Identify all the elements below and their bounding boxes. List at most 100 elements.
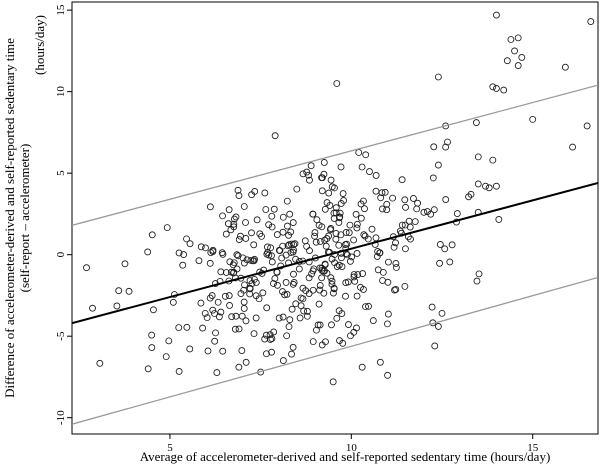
- x-axis: 5 10 15: [167, 434, 539, 454]
- data-point: [267, 252, 275, 260]
- data-point: [199, 324, 207, 332]
- data-point: [507, 36, 515, 43]
- data-point: [299, 170, 307, 178]
- data-point: [350, 236, 358, 244]
- data-point: [169, 298, 177, 306]
- data-point: [340, 197, 348, 204]
- y-tick-label: 10: [55, 86, 67, 98]
- data-point: [366, 168, 373, 176]
- data-point: [338, 310, 346, 317]
- data-point: [368, 225, 376, 233]
- data-point: [276, 247, 284, 254]
- data-point: [414, 199, 422, 207]
- data-point: [420, 208, 428, 216]
- data-point: [204, 347, 212, 355]
- data-point: [121, 260, 129, 268]
- data-point: [330, 285, 338, 293]
- data-point: [219, 212, 226, 220]
- data-point: [337, 231, 345, 239]
- data-point: [381, 188, 389, 196]
- data-point: [369, 317, 377, 325]
- data-point: [335, 218, 343, 226]
- data-point: [427, 210, 435, 218]
- data-point: [288, 350, 295, 358]
- data-point: [318, 187, 326, 195]
- data-point: [274, 281, 281, 289]
- data-point: [376, 358, 384, 366]
- data-point: [273, 231, 281, 238]
- data-point: [162, 353, 170, 361]
- data-point: [148, 331, 156, 339]
- data-point: [203, 314, 211, 322]
- data-point: [290, 246, 297, 254]
- data-point: [186, 345, 194, 353]
- data-point: [175, 367, 183, 375]
- data-point: [495, 216, 503, 223]
- data-point: [434, 161, 442, 169]
- data-point: [261, 335, 269, 343]
- data-point: [268, 335, 276, 342]
- data-point: [383, 200, 391, 208]
- data-point: [260, 266, 268, 274]
- data-point: [197, 299, 205, 307]
- data-point: [372, 187, 380, 195]
- data-point: [83, 264, 90, 272]
- data-point: [250, 241, 258, 249]
- data-point: [268, 212, 276, 220]
- data-point: [125, 287, 133, 295]
- data-point: [362, 151, 370, 159]
- data-point: [230, 215, 238, 223]
- data-point: [514, 62, 522, 70]
- data-point: [442, 143, 450, 151]
- data-point: [305, 274, 313, 282]
- data-point: [212, 329, 219, 337]
- data-point: [290, 279, 298, 286]
- data-point: [442, 196, 450, 203]
- data-point: [316, 286, 324, 294]
- data-point: [250, 330, 258, 338]
- data-point: [225, 292, 233, 299]
- data-point: [303, 168, 311, 176]
- data-point: [385, 258, 392, 266]
- data-point: [353, 292, 361, 300]
- data-point: [337, 163, 345, 171]
- data-point: [503, 57, 511, 65]
- data-point: [360, 197, 367, 205]
- data-point: [299, 295, 307, 303]
- data-point: [325, 232, 333, 240]
- data-point: [263, 350, 270, 358]
- data-point: [392, 239, 399, 247]
- data-point: [240, 298, 248, 306]
- data-point: [569, 143, 577, 151]
- y-tick-label: -10: [55, 410, 67, 425]
- data-point: [326, 201, 334, 209]
- data-point: [289, 343, 297, 351]
- data-point: [316, 321, 324, 329]
- data-point: [358, 363, 366, 371]
- data-point: [312, 238, 320, 246]
- data-point: [282, 251, 290, 259]
- y-axis-label-line1: Difference of accelerometer-derived and …: [2, 38, 17, 398]
- data-point: [330, 209, 338, 217]
- data-point: [285, 231, 293, 239]
- data-point: [401, 245, 409, 253]
- data-point: [263, 304, 271, 312]
- data-point: [219, 347, 227, 355]
- data-point: [217, 308, 225, 316]
- data-point: [183, 323, 191, 331]
- data-point: [379, 205, 386, 213]
- data-point: [148, 344, 156, 352]
- data-point: [285, 323, 293, 331]
- data-point: [275, 314, 283, 322]
- data-point: [359, 286, 367, 293]
- data-point: [339, 190, 347, 197]
- data-point: [258, 232, 265, 240]
- data-point: [211, 337, 219, 345]
- y-tick-label: 5: [55, 170, 67, 176]
- data-point: [305, 290, 313, 297]
- data-point: [233, 251, 241, 259]
- data-point: [233, 265, 241, 273]
- data-point: [165, 337, 173, 345]
- data-point: [355, 149, 363, 156]
- data-point: [279, 357, 287, 365]
